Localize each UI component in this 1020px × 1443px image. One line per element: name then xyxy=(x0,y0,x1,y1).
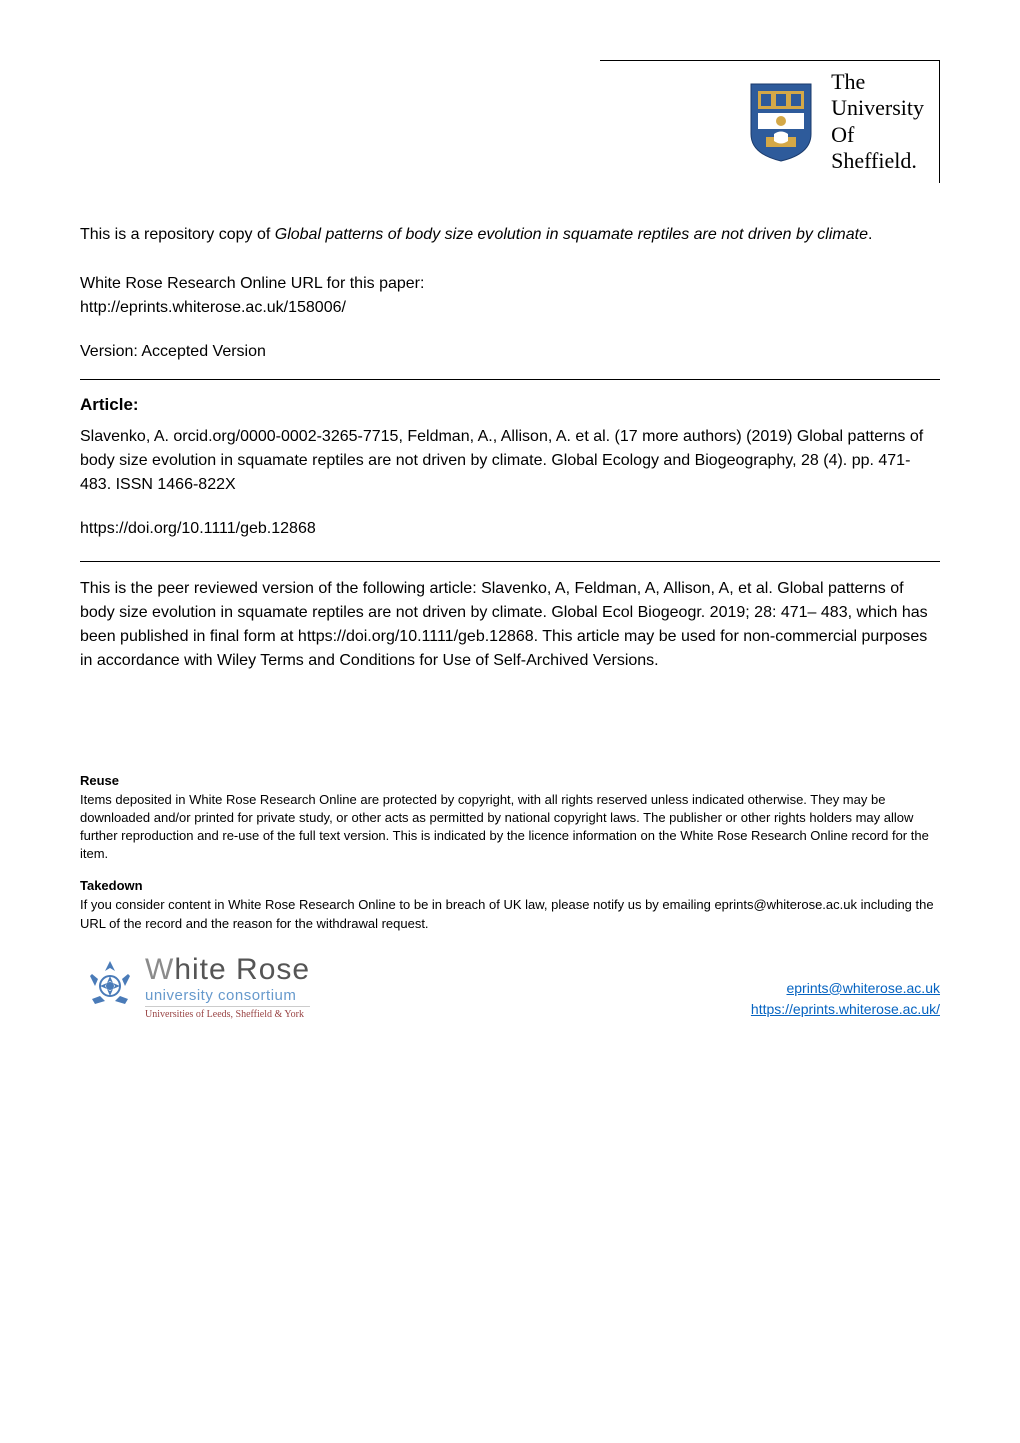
rose-icon xyxy=(80,956,140,1016)
logo-tagline: Universities of Leeds, Sheffield & York xyxy=(145,1006,310,1020)
intro-suffix: . xyxy=(868,226,872,243)
divider-bottom xyxy=(80,561,940,562)
logo-title: White Rose xyxy=(145,953,310,987)
footer: White Rose university consortium Univers… xyxy=(80,953,940,1020)
article-citation: Slavenko, A. orcid.org/0000-0002-3265-77… xyxy=(80,425,940,497)
takedown-heading: Takedown xyxy=(80,878,940,893)
logo-title-first: W xyxy=(145,953,174,986)
whiterose-logo: White Rose university consortium Univers… xyxy=(80,953,310,1020)
uni-line3: Of xyxy=(831,122,924,148)
url-value: http://eprints.whiterose.ac.uk/158006/ xyxy=(80,296,940,320)
university-header: The University Of Sheffield. xyxy=(600,60,940,183)
logo-text: White Rose university consortium Univers… xyxy=(145,953,310,1020)
intro-prefix: This is a repository copy of xyxy=(80,226,275,243)
uni-line4: Sheffield. xyxy=(831,148,924,174)
spacer xyxy=(80,693,940,773)
uni-line1: The xyxy=(831,69,924,95)
uni-line2: University xyxy=(831,95,924,121)
intro-text: This is a repository copy of Global patt… xyxy=(80,223,940,247)
takedown-text: If you consider content in White Rose Re… xyxy=(80,896,940,932)
header-content: The University Of Sheffield. xyxy=(731,61,939,183)
divider-top xyxy=(80,379,940,380)
logo-subtitle: university consortium xyxy=(145,987,310,1004)
version-label: Version: Accepted Version xyxy=(80,340,940,364)
university-name: The University Of Sheffield. xyxy=(831,69,924,175)
footer-links: eprints@whiterose.ac.uk https://eprints.… xyxy=(751,978,940,1020)
footer-email-link[interactable]: eprints@whiterose.ac.uk xyxy=(786,980,940,996)
intro-title: Global patterns of body size evolution i… xyxy=(275,226,868,243)
article-heading: Article: xyxy=(80,395,940,415)
university-crest-icon xyxy=(746,79,816,164)
reuse-heading: Reuse xyxy=(80,773,940,788)
url-label: White Rose Research Online URL for this … xyxy=(80,272,940,296)
reuse-text: Items deposited in White Rose Research O… xyxy=(80,791,940,864)
statement-text: This is the peer reviewed version of the… xyxy=(80,577,940,673)
logo-title-rest: hite Rose xyxy=(174,953,310,986)
footer-url-link[interactable]: https://eprints.whiterose.ac.uk/ xyxy=(751,1001,940,1017)
doi-link: https://doi.org/10.1111/geb.12868 xyxy=(80,517,940,541)
